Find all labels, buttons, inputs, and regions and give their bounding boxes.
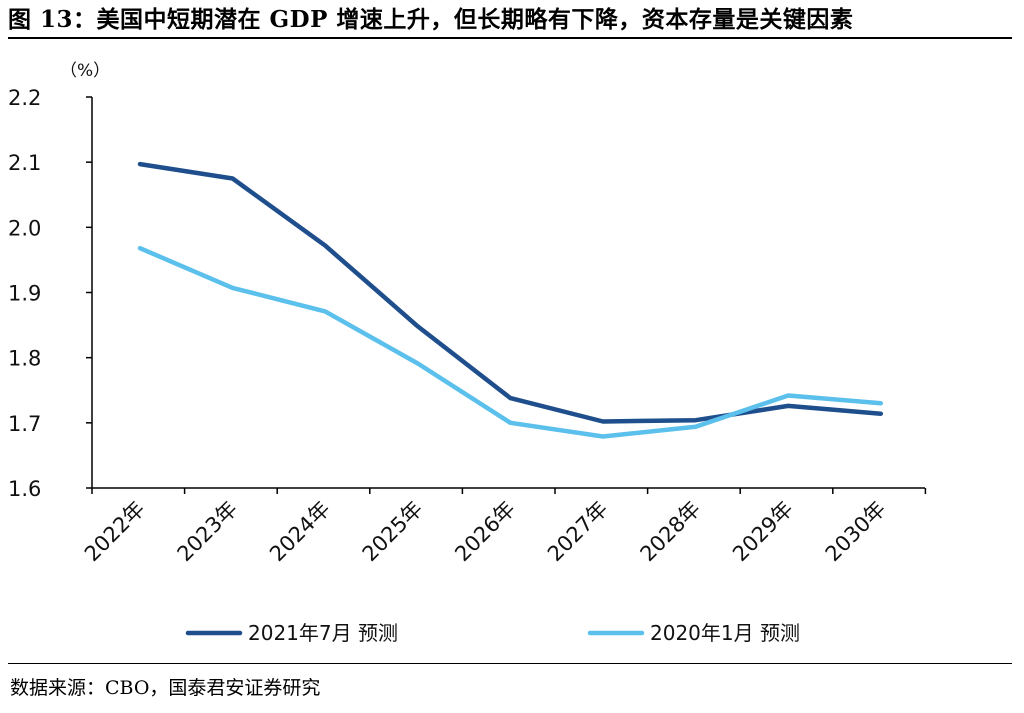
y-tick-label: 1.8 xyxy=(8,347,41,371)
x-tick-label: 2027年 xyxy=(543,497,613,567)
y-tick-label: 2.0 xyxy=(8,216,41,240)
title-divider xyxy=(8,37,1012,39)
y-axis-unit-label: （%） xyxy=(60,61,110,81)
x-tick-label: 2026年 xyxy=(450,497,520,567)
x-tick-label: 2022年 xyxy=(80,497,150,567)
y-tick-label: 1.6 xyxy=(8,477,41,501)
chart-series xyxy=(137,161,884,439)
x-tick-label: 2023年 xyxy=(173,497,243,567)
footer-divider xyxy=(8,663,1012,664)
chart-axes: 1.6 1.7 1.8 1.9 2.0 2.1 2.2 2022年 2023年 2024年 2025… xyxy=(8,86,927,567)
source-note: 数据来源：CBO，国泰君安证券研究 xyxy=(10,677,321,699)
figure-title: 图 13：美国中短期潜在 GDP 增速上升，但长期略有下降，资本存量是关键因素 xyxy=(8,6,854,33)
legend-label-1: 2021年7月 预测 xyxy=(248,621,398,645)
y-tick-label: 1.9 xyxy=(8,282,41,306)
chart-legend: 2021年7月 预测 2020年1月 预测 xyxy=(185,621,800,645)
legend-label-2: 2020年1月 预测 xyxy=(650,621,800,645)
x-tick-label: 2025年 xyxy=(358,497,428,567)
x-tick-label: 2028年 xyxy=(636,497,706,567)
y-tick-label: 2.2 xyxy=(8,86,41,110)
x-tick-label: 2029年 xyxy=(728,497,798,567)
x-tick-label: 2030年 xyxy=(821,497,891,567)
y-tick-label: 2.1 xyxy=(8,151,41,175)
x-tick-label: 2024年 xyxy=(265,497,335,567)
y-tick-label: 1.7 xyxy=(8,412,41,436)
